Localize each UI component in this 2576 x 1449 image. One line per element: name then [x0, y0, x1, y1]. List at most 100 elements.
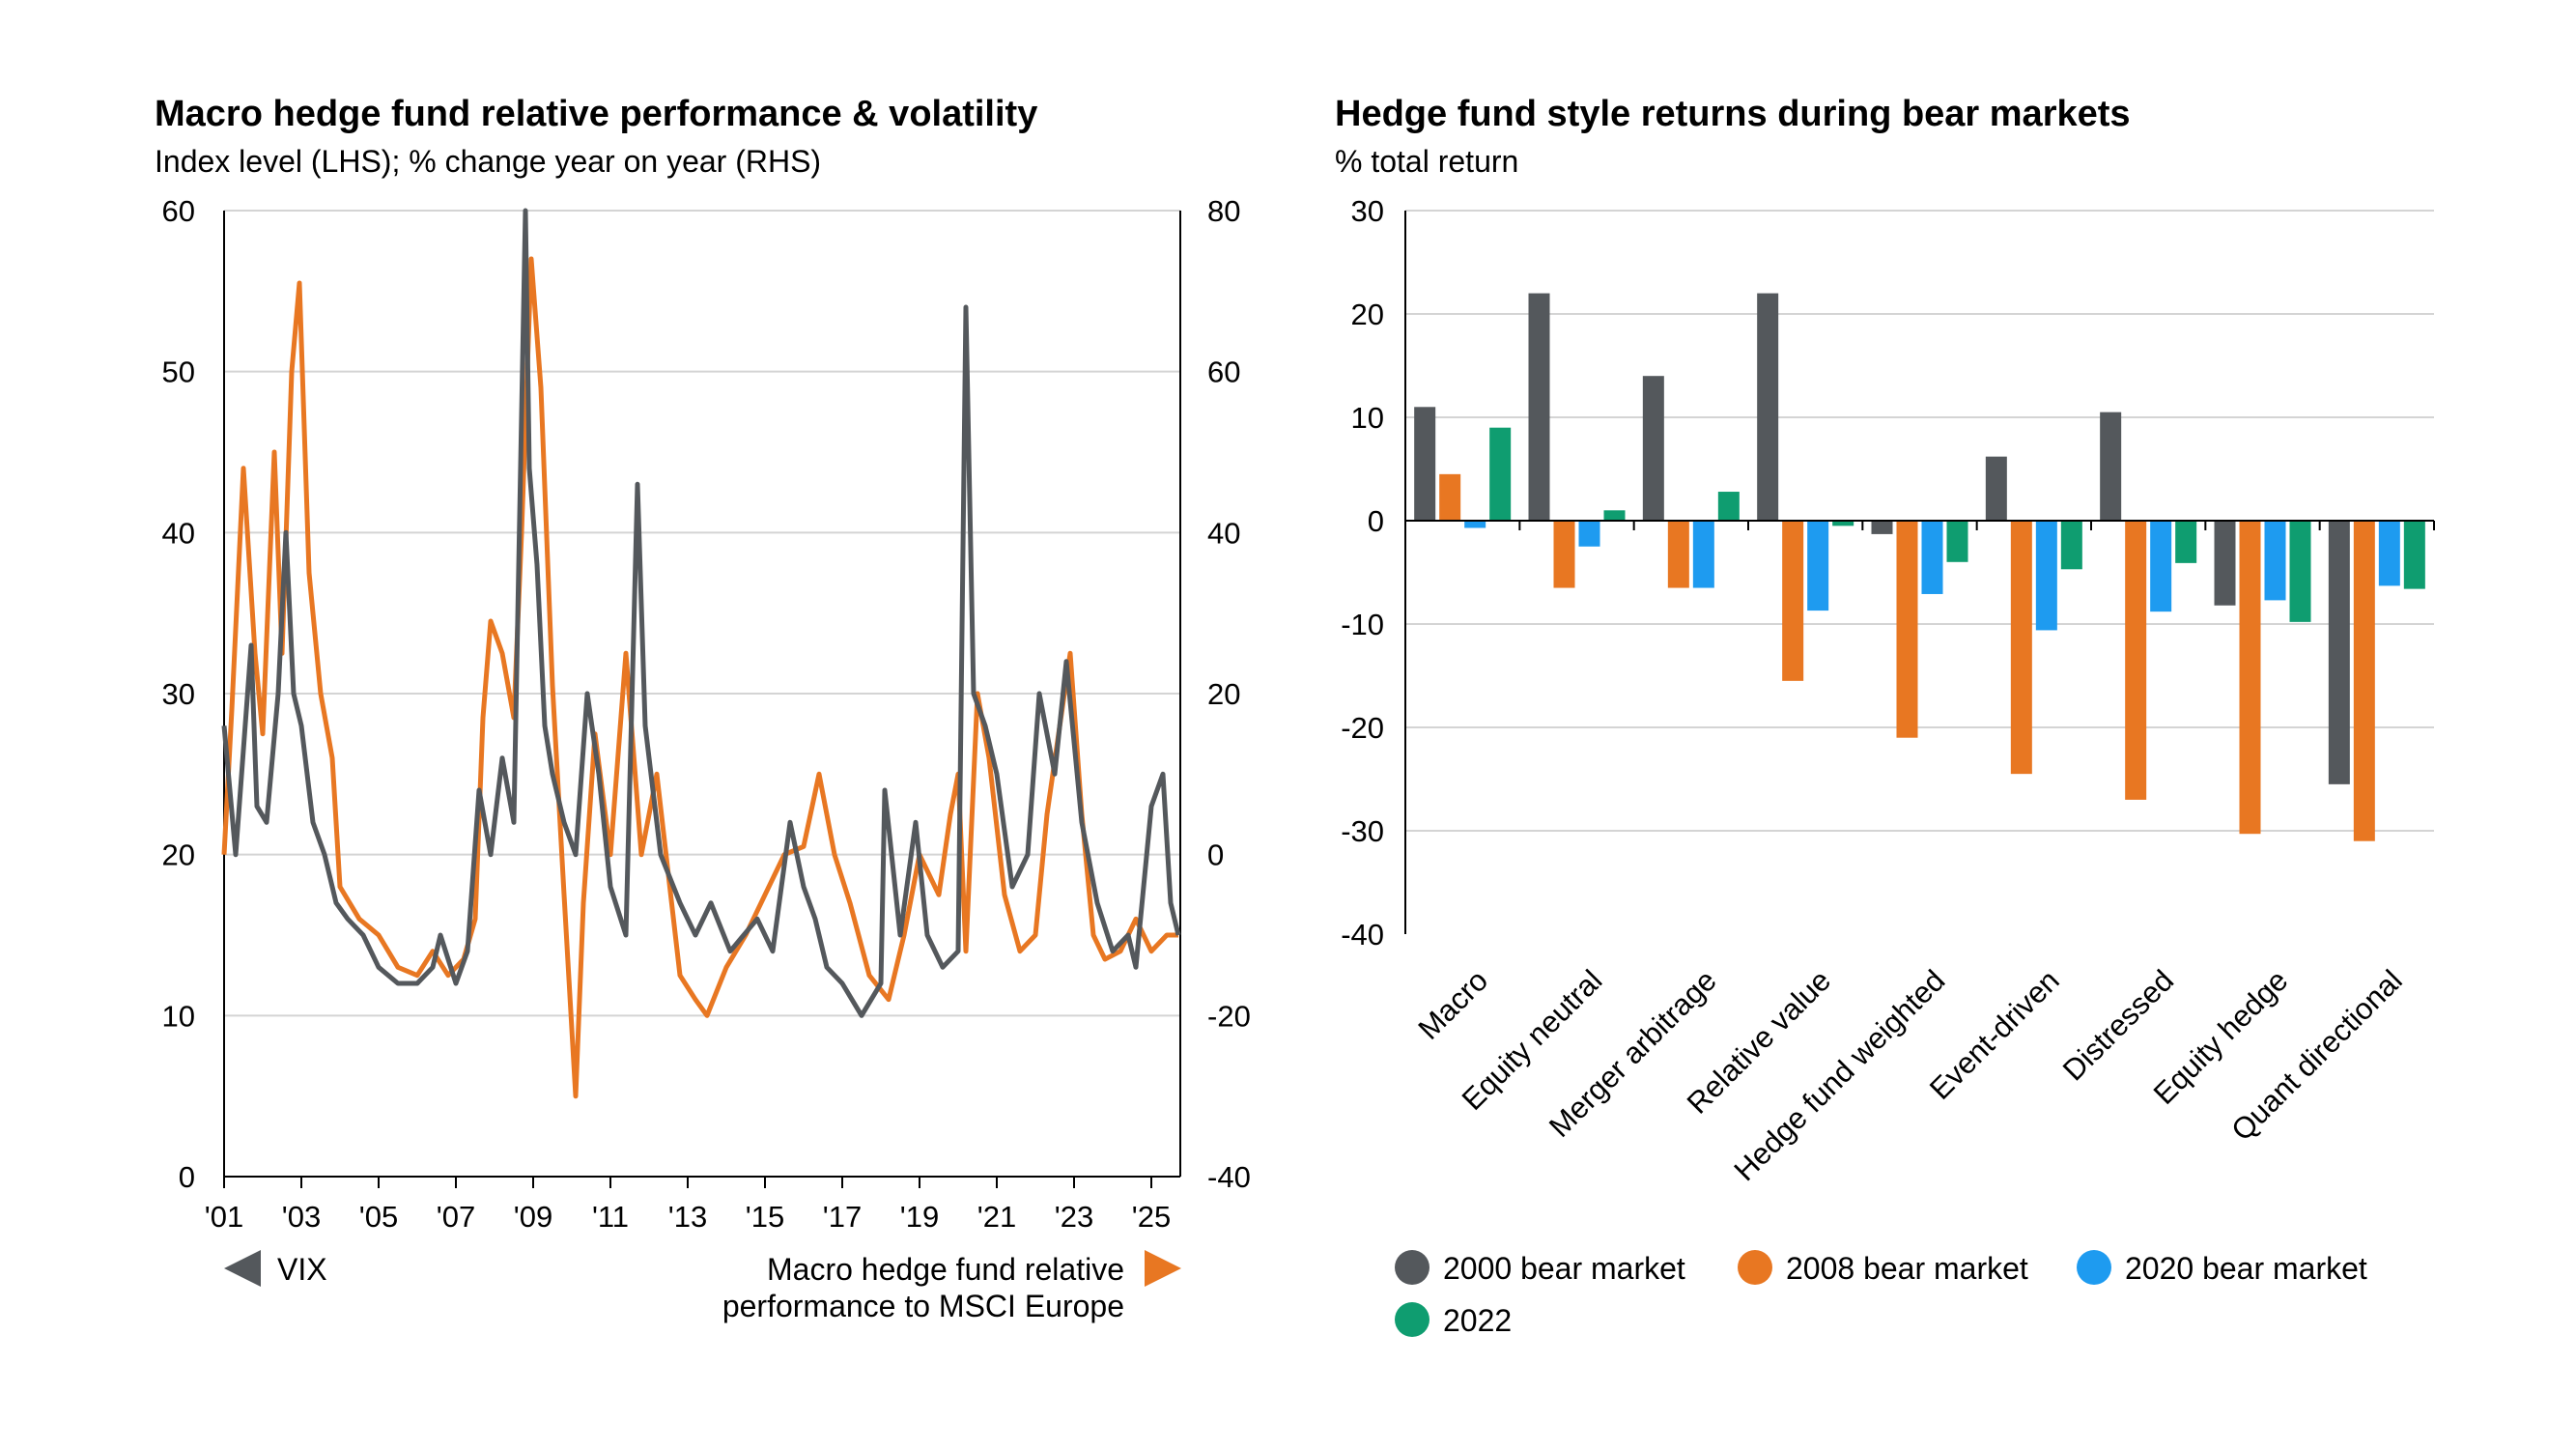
- left-x-tick-label: '17: [823, 1200, 862, 1234]
- bar-merger-arbitrage-2020-bear-market: [1692, 521, 1714, 588]
- right-chart-subtitle: % total return: [1335, 144, 1518, 179]
- legend-label: 2000 bear market: [1443, 1251, 1685, 1286]
- bar-distressed-2020-bear-market: [2150, 521, 2172, 612]
- category-label: Hedge fund weighted: [1728, 963, 1952, 1187]
- left-y-tick-label: 0: [179, 1160, 195, 1194]
- left-x-tick-label: '19: [900, 1200, 939, 1234]
- right-y-tick-label: 40: [1207, 516, 1240, 550]
- bar-equity-neutral-2020-bear-market: [1578, 521, 1600, 547]
- vix-line: [221, 208, 1181, 1018]
- bar-macro-2000-bear-market: [1414, 407, 1436, 521]
- bar-quant-directional-2022: [2403, 521, 2425, 589]
- bar-equity-neutral-2000-bear-market: [1528, 293, 1550, 521]
- bar-quant-directional-2000-bear-market: [2328, 521, 2350, 784]
- bar-relative-value-2000-bear-market: [1757, 293, 1779, 521]
- left-series: [221, 208, 1181, 1099]
- left-x-tick-label: '15: [746, 1200, 784, 1234]
- bar-y-tick-label: 30: [1351, 194, 1384, 228]
- bar-hedge-fund-weighted-2008-bear-market: [1896, 521, 1918, 738]
- vix-legend-marker: [224, 1250, 261, 1287]
- right-gridlines: [1405, 210, 2434, 832]
- left-x-tick-label: '21: [977, 1200, 1016, 1234]
- bar-relative-value-2008-bear-market: [1782, 521, 1804, 681]
- legend-marker-2000-bear-market: [1395, 1250, 1430, 1285]
- bar-equity-neutral-2022: [1603, 510, 1626, 521]
- bar-distressed-2022: [2175, 521, 2197, 563]
- left-x-tick-label: '07: [437, 1200, 475, 1234]
- bar-y-tick-label: -40: [1341, 918, 1384, 952]
- right-legend: 2000 bear market 2008 bear market 2020 bea…: [1395, 1250, 2367, 1338]
- left-chart-subtitle: Index level (LHS); % change year on year…: [155, 144, 821, 179]
- bar-relative-value-2022: [1832, 521, 1854, 526]
- right-y-tick-label: 80: [1207, 194, 1240, 228]
- bar-y-tick-label: -20: [1341, 711, 1384, 745]
- legend-marker-2008-bear-market: [1738, 1250, 1772, 1285]
- legend-marker-2020-bear-market: [2077, 1250, 2111, 1285]
- right-chart-title: Hedge fund style returns during bear mar…: [1335, 94, 2131, 134]
- left-x-tick-label: '05: [359, 1200, 398, 1234]
- left-x-tick-label: '03: [282, 1200, 321, 1234]
- macro-legend-label-line2: performance to MSCI Europe: [722, 1289, 1124, 1323]
- bar-hedge-fund-weighted-2000-bear-market: [1871, 521, 1893, 534]
- macro-legend-label-line1: Macro hedge fund relative: [767, 1252, 1124, 1287]
- bar-equity-hedge-2022: [2289, 521, 2311, 622]
- left-y-tick-label: 10: [162, 999, 195, 1033]
- left-chart-title: Macro hedge fund relative performance & …: [155, 94, 1037, 134]
- bar-y-tick-label: -10: [1341, 608, 1384, 641]
- left-x-tick-label: '11: [592, 1200, 629, 1234]
- bar-hedge-fund-weighted-2022: [1946, 521, 1968, 562]
- left-y-tick-label: 40: [162, 516, 195, 550]
- macro-relative-performance-line: [221, 256, 1178, 1099]
- left-x-tick-label: '23: [1055, 1200, 1093, 1234]
- bar-quant-directional-2020-bear-market: [2378, 521, 2400, 586]
- bar-relative-value-2020-bear-market: [1807, 521, 1829, 611]
- bar-macro-2022: [1489, 427, 1512, 521]
- bar-macro-2008-bear-market: [1439, 473, 1461, 521]
- vix-legend-label: VIX: [277, 1252, 327, 1287]
- bar-merger-arbitrage-2008-bear-market: [1667, 521, 1689, 588]
- bar-equity-hedge-2000-bear-market: [2214, 521, 2236, 606]
- legend-label: 2020 bear market: [2125, 1251, 2367, 1286]
- bar-event-driven-2022: [2060, 521, 2082, 570]
- left-gridlines: [224, 210, 1180, 1017]
- bar-equity-hedge-2008-bear-market: [2239, 521, 2261, 835]
- bar-equity-neutral-2008-bear-market: [1553, 521, 1575, 588]
- bar-event-driven-2008-bear-market: [2010, 521, 2032, 775]
- left-y-tick-label: 30: [162, 677, 195, 711]
- left-x-tick-label: '25: [1132, 1200, 1171, 1234]
- macro-legend-marker: [1145, 1250, 1181, 1287]
- bar-y-tick-label: 10: [1351, 401, 1384, 435]
- left-axes: 0 10 20 30 40 50 60 -40 -20 0 20 40 60 80 '01 '03 '05 '07…: [162, 194, 1251, 1234]
- bar-merger-arbitrage-2000-bear-market: [1642, 376, 1664, 521]
- left-chart: Macro hedge fund relative performance & …: [155, 94, 1251, 1323]
- legend-marker-2022: [1395, 1302, 1430, 1337]
- bar-y-tick-label: -30: [1341, 814, 1384, 848]
- bar-y-tick-label: 0: [1368, 504, 1384, 538]
- legend-label: 2008 bear market: [1786, 1251, 2028, 1286]
- right-y-tick-label: 60: [1207, 355, 1240, 389]
- right-y-tick-label: 0: [1207, 838, 1224, 872]
- bar-event-driven-2000-bear-market: [1985, 456, 2007, 521]
- left-x-tick-label: '01: [205, 1200, 243, 1234]
- right-y-tick-label: 20: [1207, 677, 1240, 711]
- bar-merger-arbitrage-2022: [1717, 492, 1740, 521]
- bar-y-tick-label: 20: [1351, 298, 1384, 331]
- bar-quant-directional-2008-bear-market: [2353, 521, 2375, 841]
- bar-hedge-fund-weighted-2020-bear-market: [1921, 521, 1943, 594]
- right-bars: [1414, 293, 2425, 841]
- right-y-tick-label: -40: [1207, 1160, 1251, 1194]
- legend-label: 2022: [1443, 1303, 1512, 1338]
- left-x-tick-label: '09: [514, 1200, 552, 1234]
- left-legend: VIX Macro hedge fund relative performanc…: [224, 1250, 1181, 1323]
- right-y-tick-label: -20: [1207, 999, 1251, 1033]
- left-y-tick-label: 20: [162, 838, 195, 872]
- bar-macro-2020-bear-market: [1464, 521, 1486, 528]
- right-chart: Hedge fund style returns during bear mar…: [1335, 94, 2435, 1338]
- bar-distressed-2000-bear-market: [2100, 412, 2122, 521]
- left-y-tick-label: 50: [162, 355, 195, 389]
- category-label: Macro: [1411, 963, 1494, 1046]
- bar-equity-hedge-2020-bear-market: [2264, 521, 2286, 601]
- bar-event-driven-2020-bear-market: [2035, 521, 2057, 631]
